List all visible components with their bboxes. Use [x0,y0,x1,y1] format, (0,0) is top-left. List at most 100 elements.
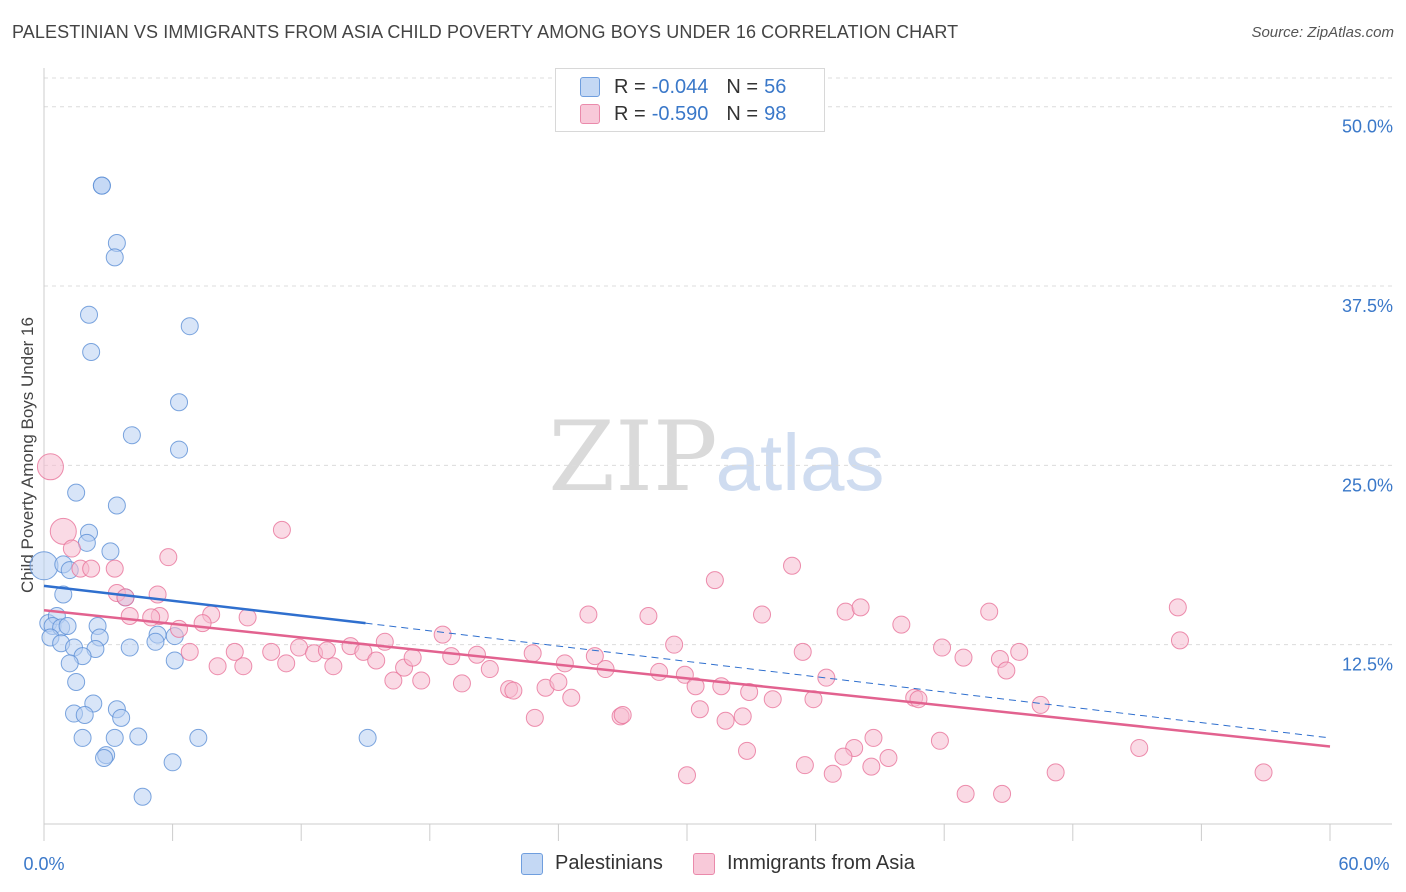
point-immigrants-asia [879,749,898,768]
point-immigrants-asia [823,764,842,783]
point-immigrants-asia [1130,738,1149,757]
point-immigrants-asia [1170,631,1189,650]
point-palestinians [180,317,199,336]
point-palestinians [82,343,101,362]
legend-label-palestinians: Palestinians [555,852,663,874]
point-palestinians [54,585,73,604]
series-legend: Palestinians Immigrants from Asia [0,850,1406,880]
point-immigrants-asia [930,731,949,750]
point-immigrants-asia [324,657,343,676]
point-immigrants-asia [412,671,431,690]
point-palestinians [105,248,124,267]
point-immigrants-asia [716,711,735,730]
point-immigrants-asia [452,674,471,693]
watermark-zip: ZIP [548,401,717,513]
point-immigrants-asia [665,635,684,654]
point-palestinians [92,176,111,195]
x-tick-label-min: 0.0% [23,854,64,874]
point-palestinians [75,705,94,724]
point-immigrants-asia [225,642,244,661]
point-palestinians [358,728,377,747]
legend-row-palestinians: R = -0.044 N = 56 [580,74,786,100]
correlation-legend: R = -0.044 N = 56 R = -0.590 N = 98 [555,68,825,132]
point-palestinians [112,708,131,727]
legend-n-label: N = [726,75,759,98]
point-palestinians [165,651,184,670]
point-palestinians [120,638,139,657]
point-palestinians [58,617,77,636]
legend-label-immigrants-asia: Immigrants from Asia [727,852,915,874]
point-immigrants-asia [433,625,452,644]
y-tick-label: 37.5% [1342,296,1393,316]
point-palestinians [146,632,165,651]
point-immigrants-asia [384,671,403,690]
point-immigrants-asia [686,677,705,696]
point-immigrants-asia [980,602,999,621]
point-immigrants-asia [317,641,336,660]
point-immigrants-asia [862,757,881,776]
point-immigrants-asia [549,672,568,691]
point-palestinians [77,533,96,552]
point-immigrants-asia [639,606,658,625]
point-immigrants-asia [997,661,1016,680]
point-palestinians [80,305,99,324]
y-tick-label: 25.0% [1342,475,1393,495]
point-immigrants-asia [834,747,853,766]
point-immigrants-asia [740,683,759,702]
point-immigrants-asia [836,602,855,621]
point-immigrants-asia [1254,763,1273,782]
trendline-palestinians-extension [365,622,1331,739]
point-immigrants-asia [956,784,975,803]
legend-r-label: R = [614,75,646,98]
point-immigrants-asia [272,520,291,539]
point-immigrants-asia [851,598,870,617]
legend-r-value: -0.590 [651,102,709,125]
point-immigrants-asia [1168,598,1187,617]
legend-swatch-blue [580,77,600,97]
point-immigrants-asia [954,648,973,667]
point-immigrants-asia [120,606,139,625]
point-palestinians [73,728,92,747]
point-immigrants-asia [753,605,772,624]
point-immigrants-asia [480,660,499,679]
point-immigrants-asia [763,690,782,709]
trendline-immigrants-asia [43,608,1331,748]
legend-n-value: 98 [764,102,787,125]
point-immigrants-asia [180,642,199,661]
point-immigrants-asia [367,651,386,670]
point-immigrants-asia [864,728,883,747]
point-immigrants-asia [562,688,581,707]
chart-title: PALESTINIAN VS IMMIGRANTS FROM ASIA CHIL… [12,22,959,42]
legend-swatch-pink [693,852,715,875]
legend-item-immigrants-asia: Immigrants from Asia [693,852,915,875]
point-palestinians [133,787,152,806]
point-immigrants-asia [290,638,309,657]
legend-swatch-blue [521,852,543,875]
point-immigrants-asia [1046,763,1065,782]
trendline-palestinians [43,584,366,625]
point-immigrants-asia [993,784,1012,803]
legend-item-palestinians: Palestinians [521,852,663,875]
point-immigrants-asia [238,608,257,627]
point-immigrants-asia [733,707,752,726]
point-palestinians [107,496,126,515]
point-palestinians [67,483,86,502]
point-immigrants-asia [738,741,757,760]
point-palestinians [189,728,208,747]
point-immigrants-asia [795,756,814,775]
y-tick-label: 50.0% [1342,117,1393,137]
point-immigrants-asia [403,648,422,667]
point-palestinians [95,749,114,768]
point-immigrants-asia [105,559,124,578]
point-immigrants-asia [793,642,812,661]
point-immigrants-asia [650,662,669,681]
point-immigrants-asia [82,559,101,578]
legend-r-label: R = [614,102,646,125]
legend-n-label: N = [726,102,759,125]
y-tick-label: 12.5% [1342,655,1393,675]
point-palestinians [129,727,148,746]
point-palestinians [122,426,141,445]
point-immigrants-asia [579,605,598,624]
point-immigrants-asia [613,705,632,724]
point-immigrants-asia [62,539,81,558]
